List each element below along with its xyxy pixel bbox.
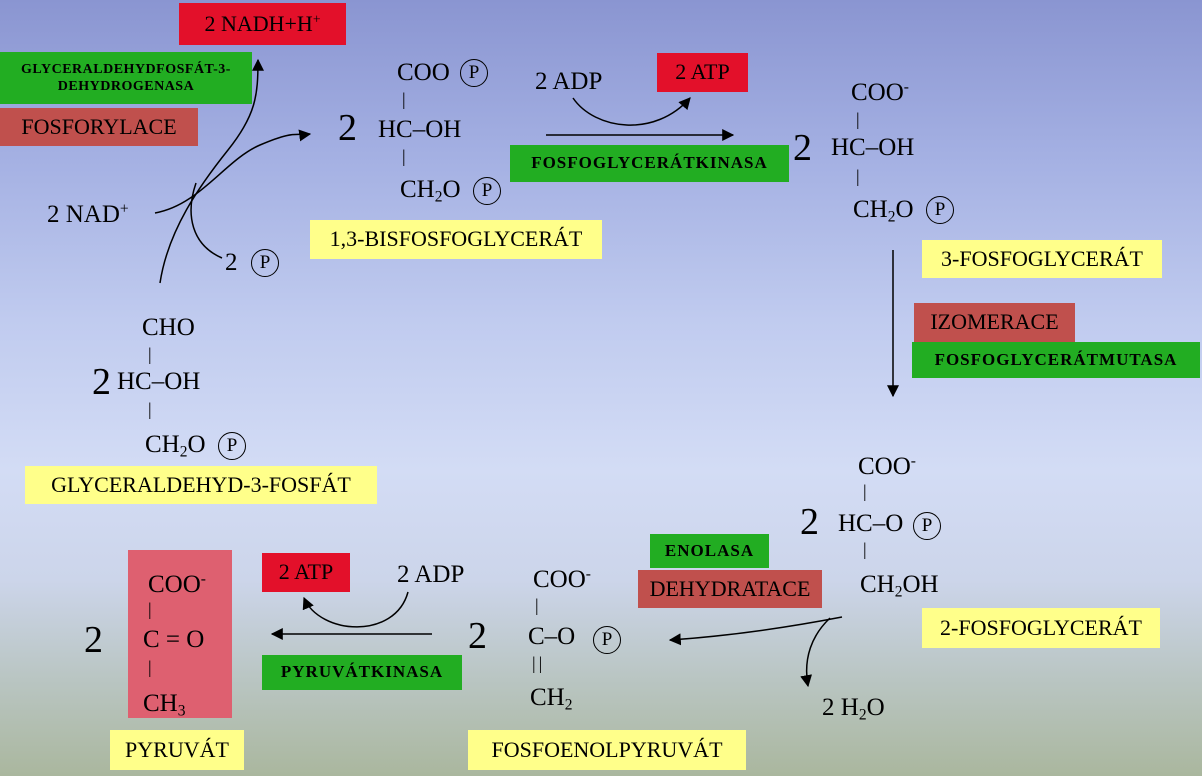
pg2-row2: HC–O	[838, 510, 904, 537]
bpg-name-label: 1,3-BISFOSFOGLYCERÁT	[310, 220, 602, 259]
pg3-phosphate-icon: P	[926, 196, 954, 224]
arrow-water-out	[800, 617, 831, 688]
pg2-name-label: 2-FOSFOGLYCERÁT	[922, 608, 1160, 648]
pyr-row3: CH3	[143, 690, 186, 720]
nadh-product-box: 2 NADH+H+	[179, 3, 346, 45]
bpg-coef: 2	[338, 107, 357, 149]
pg2-row3: CH2OH	[860, 571, 939, 601]
phosphate-circle-icon: P	[251, 249, 279, 277]
enzyme-mutasa-label: FOSFOGLYCERÁTMUTASA	[934, 349, 1178, 369]
pep-name-label: FOSFOENOLPYRUVÁT	[468, 730, 746, 770]
bpg-name: 1,3-BISFOSFOGLYCERÁT	[329, 226, 583, 252]
arrow-adp-to-atp-bottom	[302, 591, 409, 628]
process-dehydratace-label: DEHYDRATACE	[649, 575, 811, 601]
pg3-coef: 2	[793, 127, 812, 169]
atp-bottom-label: 2 ATP	[278, 559, 334, 585]
bpg-bond1: |	[402, 89, 409, 109]
bpg-row3-phosphate-icon: P	[473, 177, 501, 205]
enzyme-gapdh-line2: DEHYDROGENASA	[57, 79, 195, 94]
pg3-name-label: 3-FOSFOGLYCERÁT	[922, 240, 1162, 278]
pep-phosphate-icon: P	[593, 626, 621, 654]
process-dehydratace-box: DEHYDRATACE	[638, 570, 822, 608]
process-izomerace-box: IZOMERACE	[914, 303, 1075, 342]
arrow-adp-to-atp-top	[572, 97, 691, 126]
pg2-coef: 2	[800, 501, 819, 543]
enzyme-gapdh-box: GLYCERALDEHYDFOSFÁT-3- DEHYDROGENASA	[0, 52, 252, 104]
pg3-row1: COO-	[851, 78, 909, 106]
pyruvate-highlight-box	[128, 550, 232, 718]
pyr-bond1: |	[148, 599, 155, 619]
bpg-bond2: |	[402, 146, 409, 166]
pg3-row3: CH2O	[853, 196, 914, 226]
arrow-nad-to-bpg	[154, 129, 312, 214]
bpg-row1-phosphate-icon: P	[460, 59, 488, 87]
enzyme-fosfoglyceratkinasa-label: FOSFOGLYCERÁTKINASA	[531, 153, 768, 173]
adp-top: 2 ADP	[535, 68, 603, 95]
enzyme-enolasa-box: ENOLASA	[650, 534, 769, 568]
pyr-name-label: PYRUVÁT	[110, 730, 244, 770]
gap-name: GLYCERALDEHYD-3-FOSFÁT	[51, 471, 351, 497]
phosphate-coef: 2	[225, 249, 238, 276]
pep-row2: C–O	[528, 623, 576, 650]
pyr-coef: 2	[84, 619, 103, 661]
pg2-phosphate-icon: P	[913, 512, 941, 540]
pep-double-bond: ||	[532, 653, 546, 673]
pg3-bond2: |	[856, 166, 863, 186]
adp-bottom: 2 ADP	[397, 561, 465, 588]
pg3-row2: HC–OH	[831, 134, 915, 161]
pyr-row2: C = O	[143, 626, 205, 653]
pyr-row1: COO-	[148, 570, 206, 598]
enzyme-pyruvatkinasa-label: PYRUVÁTKINASA	[280, 662, 444, 682]
pep-coef: 2	[468, 615, 487, 657]
pyr-name: PYRUVÁT	[125, 736, 229, 762]
pg2-name: 2-FOSFOGLYCERÁT	[940, 614, 1142, 640]
water-product: 2 H2O	[822, 694, 885, 724]
arrow-gap-to-nadh	[159, 58, 264, 284]
nad-cofactor: 2 NAD+	[47, 200, 129, 228]
enzyme-fosfoglyceratkinasa-box: FOSFOGLYCERÁTKINASA	[510, 145, 789, 182]
gap-bond2: |	[148, 399, 155, 419]
process-izomerace-label: IZOMERACE	[930, 309, 1059, 335]
process-fosforylace-box: FOSFORYLACE	[0, 108, 198, 146]
arrow-2pg-to-pep	[668, 616, 843, 646]
arrow-phosphate-in	[190, 182, 223, 259]
pg3-bond1: |	[856, 109, 863, 129]
gap-row2: HC–OH	[117, 368, 201, 395]
enzyme-gapdh-line1: GLYCERALDEHYDFOSFÁT-3-	[21, 61, 231, 77]
bpg-row2: HC–OH	[378, 116, 462, 143]
atp-top-box: 2 ATP	[657, 53, 748, 92]
pg2-row1: COO-	[858, 452, 916, 480]
gap-row1: CHO	[142, 314, 195, 341]
pg2-bond2: |	[863, 539, 870, 559]
enzyme-pyruvatkinasa-box: PYRUVÁTKINASA	[262, 655, 462, 690]
pep-row1: COO-	[533, 565, 591, 593]
atp-bottom-box: 2 ATP	[262, 553, 350, 592]
pg3-name: 3-FOSFOGLYCERÁT	[941, 245, 1143, 271]
gap-phosphate-icon: P	[218, 432, 246, 460]
process-fosforylace-label: FOSFORYLACE	[21, 113, 177, 139]
pep-bond1: |	[535, 595, 542, 615]
pep-name: FOSFOENOLPYRUVÁT	[491, 736, 723, 762]
pep-row3: CH2	[530, 684, 573, 714]
pyr-bond2: |	[148, 657, 155, 677]
gap-name-label: GLYCERALDEHYD-3-FOSFÁT	[25, 466, 377, 504]
nadh-label: 2 NADH+H+	[204, 10, 321, 36]
enzyme-enolasa-label: ENOLASA	[664, 540, 755, 560]
gap-coef: 2	[92, 361, 111, 403]
bpg-row3: CH2O	[400, 176, 461, 206]
bpg-row1: COO	[397, 59, 450, 86]
atp-top-label: 2 ATP	[675, 59, 730, 85]
pg2-bond1: |	[863, 481, 870, 501]
gap-bond1: |	[148, 344, 155, 364]
enzyme-mutasa-box: FOSFOGLYCERÁTMUTASA	[912, 342, 1200, 378]
gap-row3: CH2O	[145, 431, 206, 461]
